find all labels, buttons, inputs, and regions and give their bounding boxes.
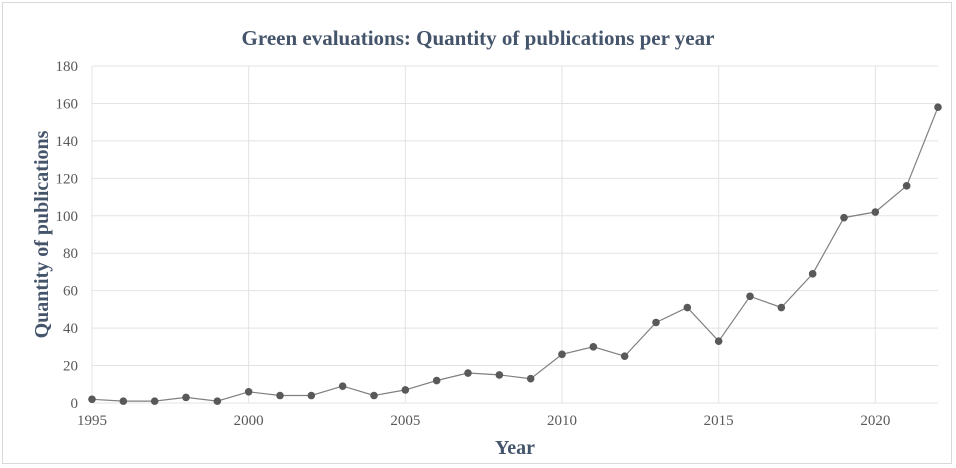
data-point xyxy=(620,352,629,360)
x-tick-label: 2000 xyxy=(234,413,264,429)
x-tick-label: 2005 xyxy=(390,413,420,429)
y-tick-label: 140 xyxy=(56,134,79,150)
y-tick-label: 180 xyxy=(56,59,79,75)
series-publications xyxy=(88,103,942,405)
data-point xyxy=(746,292,754,301)
y-tick-label: 160 xyxy=(56,96,79,112)
data-point xyxy=(871,208,880,216)
data-point xyxy=(464,369,472,377)
data-point xyxy=(777,303,786,312)
data-point xyxy=(902,182,911,190)
y-tick-label: 60 xyxy=(63,284,78,300)
data-point xyxy=(276,391,284,400)
chart-title: Green evaluations: Quantity of publicati… xyxy=(241,26,715,50)
data-point xyxy=(401,386,410,394)
y-tick-label: 20 xyxy=(63,359,78,375)
y-tick-label: 40 xyxy=(63,321,78,337)
y-axis-title: Quantity of publications xyxy=(31,130,53,338)
data-point xyxy=(88,395,96,404)
data-point xyxy=(432,376,441,385)
data-point xyxy=(213,397,222,405)
data-point xyxy=(244,387,253,396)
y-tick-label: 80 xyxy=(63,246,78,262)
data-point xyxy=(338,382,347,390)
x-axis-title: Year xyxy=(495,437,535,459)
data-point xyxy=(119,397,128,405)
data-point xyxy=(808,270,817,278)
tick-labels: 0 20 40 60 80 100 120 140 160 180 1995 2000 2005 2010… xyxy=(56,59,891,429)
x-tick-label: 2010 xyxy=(547,413,577,429)
x-tick-label: 2015 xyxy=(704,413,734,429)
data-point xyxy=(589,343,598,351)
data-point xyxy=(714,337,723,346)
data-point xyxy=(558,350,566,359)
data-point xyxy=(840,213,848,222)
y-tick-label: 120 xyxy=(56,171,79,187)
data-point xyxy=(150,397,159,405)
series-line xyxy=(91,106,939,402)
x-tick-label: 1995 xyxy=(77,413,107,429)
data-point xyxy=(370,391,378,400)
data-point xyxy=(182,393,190,402)
data-point xyxy=(683,303,692,312)
data-point xyxy=(934,103,942,111)
data-point xyxy=(526,374,535,383)
gridlines xyxy=(91,65,938,404)
y-tick-label: 100 xyxy=(56,209,79,225)
x-tick-label: 2020 xyxy=(860,413,890,429)
data-point xyxy=(652,318,660,327)
y-tick-label: 0 xyxy=(71,396,79,412)
data-point xyxy=(495,371,504,379)
data-point xyxy=(307,391,316,400)
